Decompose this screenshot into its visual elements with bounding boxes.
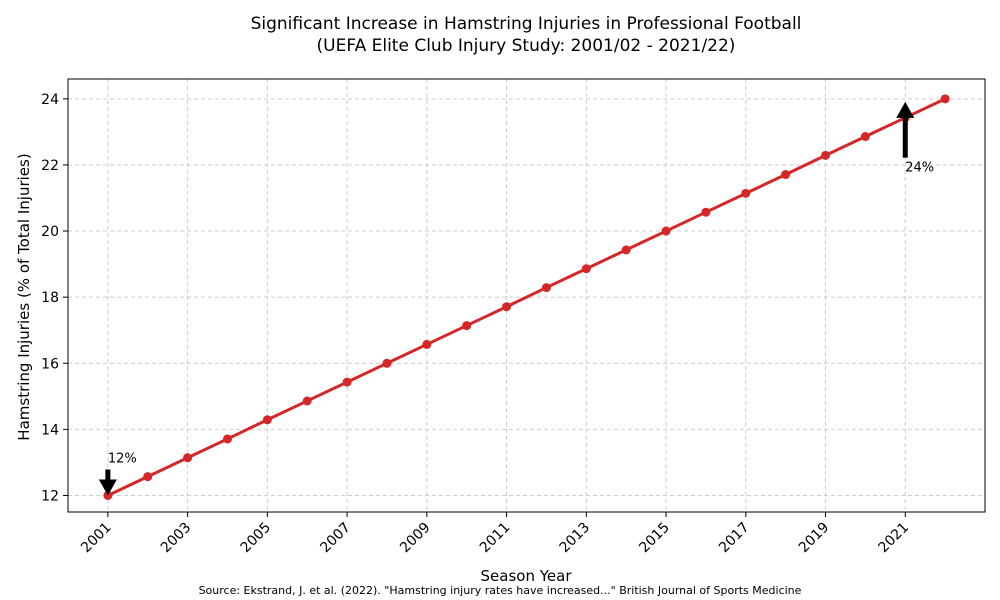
data-point [382,358,392,368]
series-line [107,97,946,497]
chart-title: Significant Increase in Hamstring Injuri… [251,14,802,34]
chart-subtitle: (UEFA Elite Club Injury Study: 2001/02 -… [317,36,736,56]
annotation-label: 24% [905,161,934,176]
y-tick-label: 18 [41,290,59,306]
x-tick-label: 2019 [796,520,833,557]
x-tick-label: 2001 [78,520,115,557]
x-axis-label: Season Year [481,567,573,585]
y-tick-label: 14 [41,422,59,438]
plot-area-frame [67,78,986,513]
y-axis-label: Hamstring Injuries (% of Total Injuries) [15,153,33,440]
y-tick-label: 12 [41,488,59,504]
y-tick-label: 22 [41,158,59,174]
x-tick-label: 2017 [716,520,753,557]
x-tick-label: 2003 [158,520,195,557]
x-tick-label: 2011 [477,520,514,557]
data-point [860,132,870,142]
data-point [143,472,153,482]
arrow-up-icon [896,101,915,118]
y-tick-label: 20 [41,224,59,240]
arrow-down-icon [98,479,117,496]
data-point [621,245,631,255]
data-point [741,188,751,198]
x-tick-label: 2005 [238,520,275,557]
arrow-shaft [902,115,908,158]
data-point [342,377,352,387]
x-tick-label: 2013 [557,520,594,557]
data-point [422,339,432,349]
data-point [222,434,232,444]
x-tick-label: 2021 [876,520,913,557]
data-point [302,396,312,406]
series-layer [103,94,950,500]
source-note: Source: Ekstrand, J. et al. (2022). "Ham… [199,584,802,597]
data-point [502,302,512,312]
y-tick-label: 16 [41,356,59,372]
x-axis: 2001 2003 2005 2007 2009 2011 2013 2015 2017 2019… [78,512,912,556]
annotation-label: 12% [108,451,137,466]
y-axis: 12 14 16 18 20 22 24 [41,92,68,504]
x-tick-label: 2015 [636,520,673,557]
data-point [701,207,711,217]
y-tick-label: 24 [41,92,59,108]
annotations-layer: 12% 24% [98,101,934,496]
data-point [183,453,193,463]
data-point [781,170,791,180]
data-point [462,321,472,331]
data-point [661,226,671,236]
grid-lines [68,79,985,512]
data-point [262,415,272,425]
data-point [541,283,551,293]
data-point [581,264,591,274]
arrow-shaft [105,469,111,482]
data-point [821,150,831,160]
x-tick-label: 2007 [317,520,354,557]
data-point [940,94,950,104]
x-tick-label: 2009 [397,520,434,557]
